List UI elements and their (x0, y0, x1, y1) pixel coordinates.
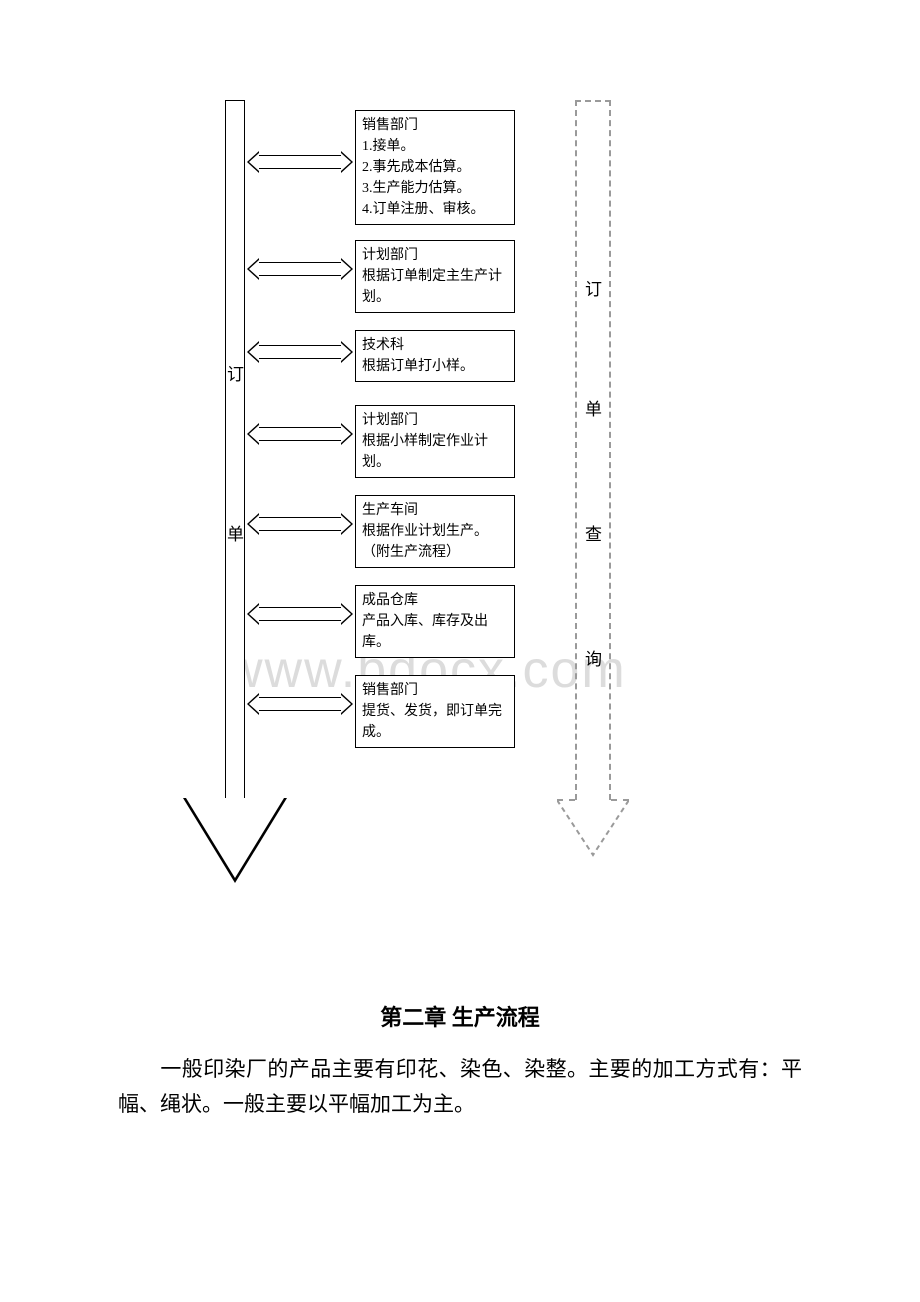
bidirectional-arrow (247, 262, 353, 276)
bidirectional-arrow (247, 697, 353, 711)
bidirectional-arrow (247, 155, 353, 169)
chapter-title: 第二章 生产流程 (118, 1000, 802, 1032)
box-title: 技术科 (362, 335, 508, 356)
bidirectional-arrow (247, 427, 353, 441)
box-line: 根据订单制定主生产计划。 (362, 266, 508, 308)
flow-box: 成品仓库产品入库、库存及出库。 (355, 585, 515, 658)
box-title: 销售部门 (362, 680, 508, 701)
box-line: 产品入库、库存及出库。 (362, 611, 508, 653)
right-label: 单 (585, 395, 602, 420)
right-label: 查 (585, 520, 602, 545)
body-paragraph: 一般印染厂的产品主要有印花、染色、染整。主要的加工方式有：平幅、绳状。一般主要以… (118, 1052, 802, 1121)
box-title: 成品仓库 (362, 590, 508, 611)
box-line: 4.订单注册、审核。 (362, 199, 508, 220)
bidirectional-arrow (247, 517, 353, 531)
box-title: 计划部门 (362, 245, 508, 266)
right-label: 询 (585, 645, 602, 670)
bidirectional-arrow (247, 607, 353, 621)
bidirectional-arrow (247, 345, 353, 359)
box-line: 2.事先成本估算。 (362, 157, 508, 178)
box-line: 1.接单。 (362, 136, 508, 157)
flow-box: 生产车间根据作业计划生产。（附生产流程） (355, 495, 515, 568)
left-arrow-head-inner (186, 798, 284, 878)
box-line: 3.生产能力估算。 (362, 178, 508, 199)
flow-box: 计划部门根据订单制定主生产计划。 (355, 240, 515, 313)
flowchart-diagram: 订 单 销售部门1.接单。2.事先成本估算。3.生产能力估算。4.订单注册、审核… (165, 100, 755, 900)
flow-box: 销售部门提货、发货，即订单完成。 (355, 675, 515, 748)
flow-box: 销售部门1.接单。2.事先成本估算。3.生产能力估算。4.订单注册、审核。 (355, 110, 515, 225)
box-line: 根据作业计划生产。（附生产流程） (362, 521, 508, 563)
flow-box: 计划部门根据小样制定作业计划。 (355, 405, 515, 478)
box-title: 计划部门 (362, 410, 508, 431)
box-title: 生产车间 (362, 500, 508, 521)
right-arrow-shaft (575, 100, 611, 800)
body-text: 一般印染厂的产品主要有印花、染色、染整。主要的加工方式有：平幅、绳状。一般主要以… (118, 1057, 802, 1116)
right-label: 订 (585, 275, 602, 300)
box-line: 根据小样制定作业计划。 (362, 431, 508, 473)
left-label-1: 订 (227, 360, 334, 385)
right-arrow-head (557, 800, 629, 860)
left-arrow-shaft (225, 100, 245, 800)
text-section: 第二章 生产流程 一般印染厂的产品主要有印花、染色、染整。主要的加工方式有：平幅… (118, 1000, 802, 1121)
box-line: 提货、发货，即订单完成。 (362, 701, 508, 743)
box-line: 根据订单打小样。 (362, 356, 508, 377)
flow-box: 技术科根据订单打小样。 (355, 330, 515, 382)
box-title: 销售部门 (362, 115, 508, 136)
